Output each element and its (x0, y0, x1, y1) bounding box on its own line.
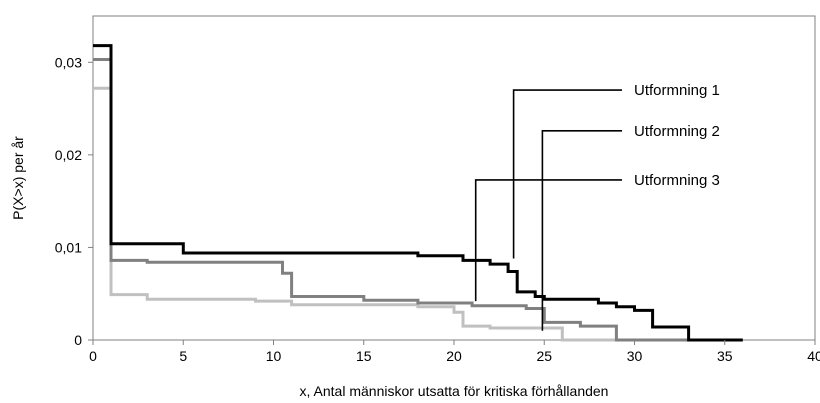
x-tick-label: 30 (627, 348, 643, 364)
axis-layer: 0 5 10 15 20 25 30 35 40 0 0,01 0,02 0,03 (55, 54, 820, 364)
x-tick-label: 10 (266, 348, 282, 364)
x-axis-title: x, Antal människor utsatta för kritiska … (300, 383, 609, 399)
x-tick-label: 40 (807, 348, 820, 364)
y-tick-label: 0,03 (55, 54, 82, 70)
series-line-utformning-1 (93, 44, 743, 342)
series-line-utformning-2 (93, 58, 707, 342)
y-tick-label: 0,01 (55, 239, 82, 255)
annotation-label: Utformning 3 (634, 172, 720, 189)
x-tick-label: 15 (356, 348, 372, 364)
x-tick-label: 25 (536, 348, 552, 364)
annotation-leader-line (474, 179, 622, 302)
y-axis-title: P(X>x) per år (10, 136, 26, 220)
annotation-leader-line (512, 89, 622, 259)
plot-area (92, 15, 816, 341)
y-tick-label: 0,02 (55, 147, 82, 163)
y-tick-label: 0 (74, 332, 82, 348)
x-tick-label: 20 (446, 348, 462, 364)
x-tick-label: 0 (89, 348, 97, 364)
series-line-utformning-3 (93, 86, 743, 342)
x-tick-label: 5 (179, 348, 187, 364)
annotation-layer: Utformning 1 Utformning 2 Utformning 3 (474, 82, 720, 331)
annotation-leader-line (541, 130, 622, 331)
x-tick-label: 35 (717, 348, 733, 364)
series-layer (93, 44, 743, 342)
annotation-label: Utformning 1 (634, 82, 720, 99)
annotation-label: Utformning 2 (634, 123, 720, 140)
